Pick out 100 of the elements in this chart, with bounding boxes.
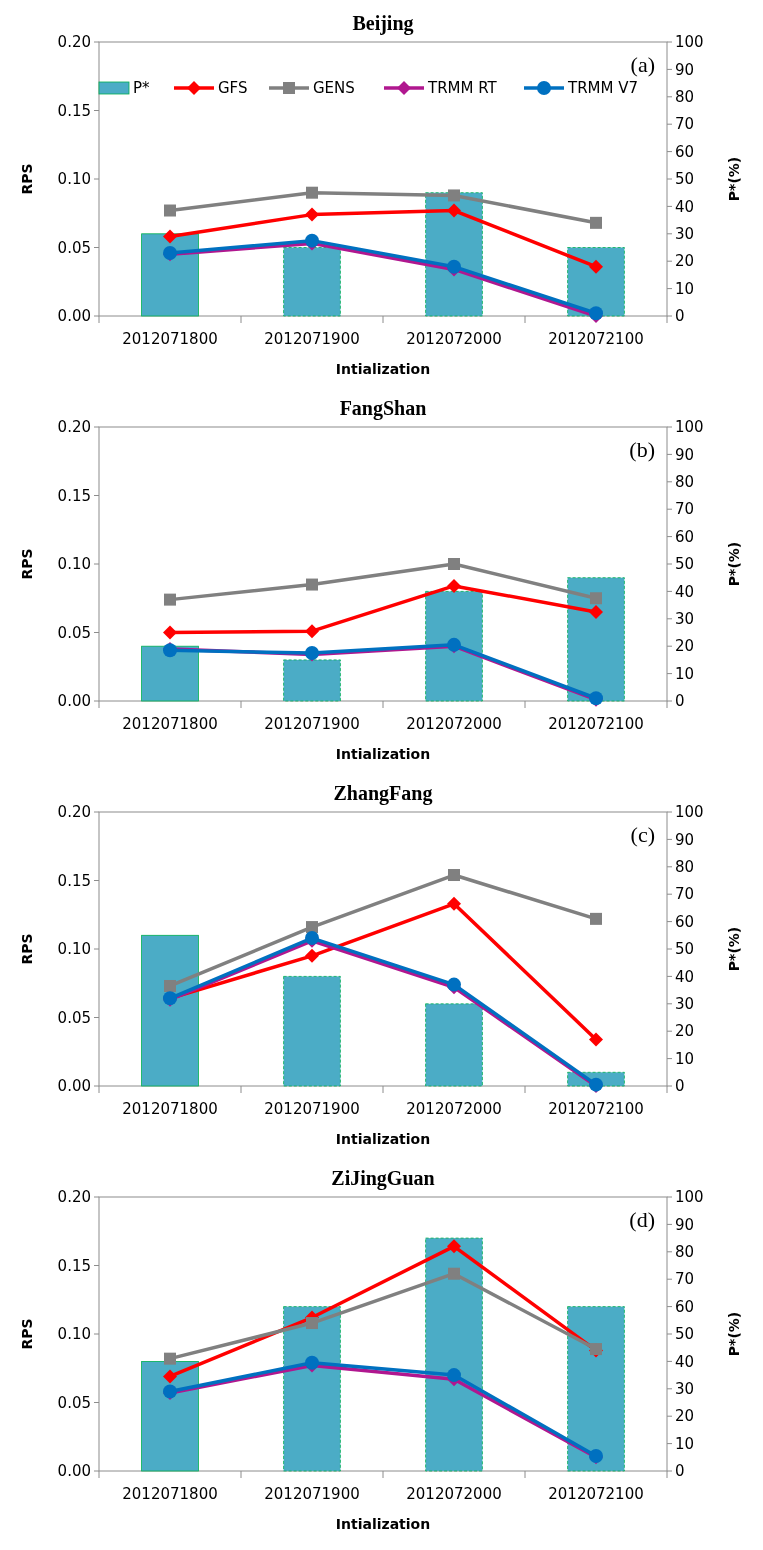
y-tick-label: 0.20 <box>57 1188 91 1207</box>
y-tick-label: 0.05 <box>57 1393 91 1412</box>
y2-tick-label: 10 <box>675 1434 695 1453</box>
bar <box>141 1361 199 1472</box>
point <box>448 1267 460 1280</box>
point <box>306 921 318 934</box>
y-tick-label: 0.20 <box>57 418 91 437</box>
x-tick-label: 2012072100 <box>548 715 644 733</box>
point <box>163 229 177 244</box>
point <box>164 1352 176 1365</box>
bar <box>567 577 625 702</box>
y2-tick-label: 20 <box>675 637 695 656</box>
y2-axis-title: P*(%) <box>726 926 742 972</box>
y2-tick-label: 80 <box>675 473 695 492</box>
bar <box>283 247 341 317</box>
y-tick-label: 0.00 <box>57 1077 91 1096</box>
x-tick-label: 2012071800 <box>122 1100 218 1118</box>
y2-tick-label: 60 <box>675 527 695 546</box>
bar <box>425 1237 483 1472</box>
chart-title: FangShan <box>339 397 427 420</box>
x-tick-label: 2012072000 <box>406 1485 502 1503</box>
y2-tick-label: 0 <box>675 1462 685 1481</box>
point <box>448 558 460 570</box>
point <box>448 869 460 882</box>
point <box>589 1032 603 1047</box>
y2-tick-label: 50 <box>675 1325 695 1344</box>
legend-label: GENS <box>313 79 355 98</box>
y2-tick-label: 60 <box>675 1297 695 1316</box>
legend-label: P* <box>133 79 151 98</box>
y2-tick-label: 40 <box>675 967 695 986</box>
y2-tick-label: 90 <box>675 60 695 79</box>
point <box>163 625 177 640</box>
point <box>305 948 319 963</box>
point <box>447 1239 461 1254</box>
y-tick-label: 0.10 <box>57 555 91 574</box>
y2-tick-label: 60 <box>675 912 695 931</box>
point <box>590 216 602 229</box>
y-axis-title: RPS <box>19 1318 35 1350</box>
y-tick-label: 0.15 <box>57 486 91 505</box>
point <box>589 259 603 274</box>
y2-axis-title: P*(%) <box>726 541 742 587</box>
y2-tick-label: 30 <box>675 225 695 244</box>
y2-tick-label: 100 <box>675 418 704 437</box>
y-tick-label: 0.10 <box>57 940 91 959</box>
y-axis-title: RPS <box>19 933 35 965</box>
y-tick-label: 0.05 <box>57 1008 91 1027</box>
x-tick-label: 2012071800 <box>122 330 218 348</box>
chart-title: Beijing <box>352 12 414 35</box>
chart-title: ZiJingGuan <box>331 1167 435 1190</box>
y-tick-label: 0.20 <box>57 803 91 822</box>
y2-tick-label: 70 <box>675 885 695 904</box>
y-tick-label: 0.10 <box>57 1325 91 1344</box>
point <box>447 896 461 911</box>
x-axis-title: Intialization <box>335 361 431 377</box>
point <box>164 979 176 992</box>
y-tick-label: 0.00 <box>57 1462 91 1481</box>
y2-axis-title: P*(%) <box>726 1311 742 1357</box>
point <box>306 1317 318 1330</box>
y2-tick-label: 30 <box>675 1380 695 1399</box>
y-tick-label: 0.00 <box>57 692 91 711</box>
y2-tick-label: 70 <box>675 500 695 519</box>
legend-label: TRMM RT <box>427 79 498 98</box>
y2-tick-label: 40 <box>675 582 695 601</box>
y2-tick-label: 90 <box>675 1215 695 1234</box>
legend-label: TRMM V7 <box>567 79 639 98</box>
point <box>163 1369 177 1384</box>
point <box>448 189 460 202</box>
y-tick-label: 0.05 <box>57 623 91 642</box>
legend-label: GFS <box>218 79 248 98</box>
x-tick-label: 2012071900 <box>264 330 360 348</box>
point <box>447 203 461 218</box>
bar <box>283 659 341 702</box>
y2-tick-label: 40 <box>675 197 695 216</box>
y2-tick-label: 40 <box>675 1352 695 1371</box>
x-axis-title: Intialization <box>335 1131 431 1147</box>
y-tick-label: 0.20 <box>57 33 91 52</box>
point <box>589 604 603 619</box>
y-axis-title: RPS <box>19 548 35 580</box>
x-tick-label: 2012072000 <box>406 715 502 733</box>
y2-tick-label: 20 <box>675 252 695 271</box>
bar <box>283 976 341 1087</box>
x-axis-title: Intialization <box>335 746 431 762</box>
bar <box>141 233 199 317</box>
bar <box>567 1306 625 1472</box>
y-tick-label: 0.15 <box>57 1256 91 1275</box>
y-tick-label: 0.15 <box>57 871 91 890</box>
bar <box>425 591 483 702</box>
bar <box>425 1003 483 1087</box>
x-axis-title: Intialization <box>335 1516 431 1532</box>
annotation: (b) <box>629 437 655 462</box>
y-tick-label: 0.00 <box>57 307 91 326</box>
x-tick-label: 2012072100 <box>548 330 644 348</box>
x-tick-label: 2012072100 <box>548 1485 644 1503</box>
y2-tick-label: 50 <box>675 940 695 959</box>
point <box>590 592 602 605</box>
x-tick-label: 2012071800 <box>122 715 218 733</box>
bar <box>283 1306 341 1472</box>
y2-tick-label: 0 <box>675 692 685 711</box>
x-tick-label: 2012071900 <box>264 715 360 733</box>
x-tick-label: 2012071900 <box>264 1100 360 1118</box>
